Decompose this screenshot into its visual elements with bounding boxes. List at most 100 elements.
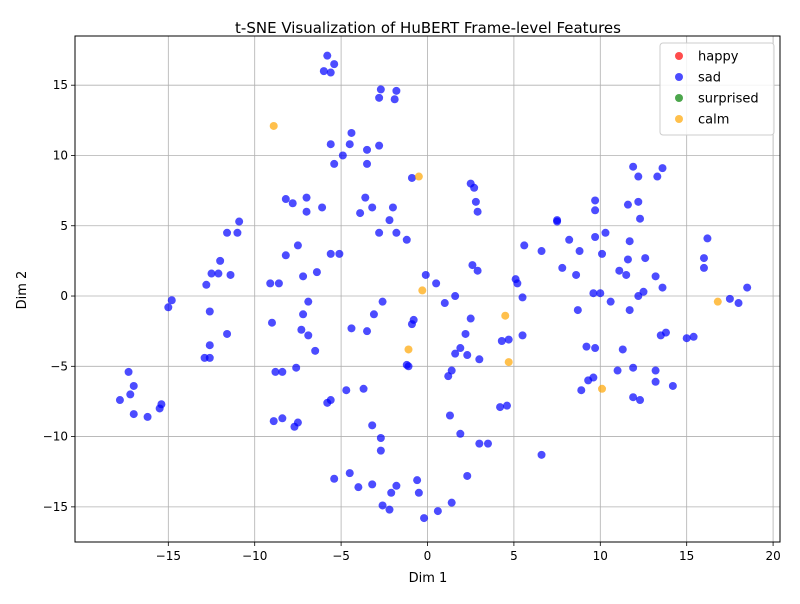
- point-sad: [368, 480, 377, 489]
- point-sad: [302, 207, 311, 216]
- point-sad: [376, 85, 385, 94]
- point-calm: [404, 345, 413, 354]
- x-tick-label: 20: [765, 549, 780, 563]
- point-sad: [589, 289, 598, 298]
- point-sad: [651, 377, 660, 386]
- point-sad: [129, 381, 138, 390]
- point-sad: [725, 294, 734, 303]
- point-sad: [207, 269, 216, 278]
- point-sad: [290, 422, 299, 431]
- point-sad: [629, 393, 638, 402]
- point-sad: [361, 193, 370, 202]
- point-sad: [613, 366, 622, 375]
- point-sad: [577, 386, 586, 395]
- y-axis-label: Dim 2: [15, 271, 30, 310]
- point-sad: [363, 159, 372, 168]
- point-sad: [402, 235, 411, 244]
- point-sad: [302, 193, 311, 202]
- point-sad: [471, 197, 480, 206]
- point-sad: [591, 344, 600, 353]
- point-sad: [392, 86, 401, 95]
- point-calm: [713, 297, 722, 306]
- point-sad: [634, 172, 643, 181]
- point-sad: [421, 270, 430, 279]
- point-sad: [368, 203, 377, 212]
- point-calm: [501, 311, 510, 320]
- point-sad: [629, 363, 638, 372]
- point-sad: [167, 296, 176, 305]
- point-sad: [743, 283, 752, 292]
- point-sad: [216, 256, 225, 265]
- point-sad: [636, 214, 645, 223]
- legend-marker-surprised: [675, 94, 683, 102]
- point-sad: [473, 207, 482, 216]
- point-sad: [502, 401, 511, 410]
- point-sad: [553, 217, 562, 226]
- point-sad: [668, 381, 677, 390]
- point-sad: [281, 195, 290, 204]
- point-calm: [504, 358, 513, 367]
- point-sad: [271, 367, 280, 376]
- point-sad: [629, 162, 638, 171]
- point-sad: [375, 228, 384, 237]
- point-sad: [375, 141, 384, 150]
- point-sad: [447, 498, 456, 507]
- x-tick-label: −10: [242, 549, 267, 563]
- point-sad: [456, 429, 465, 438]
- point-sad: [596, 289, 605, 298]
- point-sad: [390, 95, 399, 104]
- point-sad: [432, 279, 441, 288]
- x-tick-label: 10: [593, 549, 608, 563]
- legend-marker-calm: [675, 115, 683, 123]
- point-sad: [466, 314, 475, 323]
- legend-box: [659, 42, 775, 136]
- y-tick-label: 0: [60, 289, 68, 303]
- point-sad: [347, 128, 356, 137]
- point-sad: [518, 293, 527, 302]
- point-sad: [368, 421, 377, 430]
- point-sad: [582, 342, 591, 351]
- point-sad: [143, 412, 152, 421]
- point-sad: [734, 299, 743, 308]
- point-sad: [413, 476, 422, 485]
- legend-label-calm: calm: [698, 113, 729, 128]
- point-sad: [385, 505, 394, 514]
- point-sad: [651, 272, 660, 281]
- point-sad: [407, 173, 416, 182]
- y-tick-label: −5: [50, 359, 68, 373]
- point-sad: [392, 481, 401, 490]
- point-sad: [288, 199, 297, 208]
- point-sad: [461, 329, 470, 338]
- point-sad: [518, 331, 527, 340]
- point-sad: [623, 200, 632, 209]
- point-sad: [205, 341, 214, 350]
- point-sad: [387, 488, 396, 497]
- point-sad: [356, 209, 365, 218]
- point-sad: [658, 283, 667, 292]
- point-sad: [591, 196, 600, 205]
- point-sad: [369, 310, 378, 319]
- point-sad: [504, 335, 513, 344]
- point-sad: [363, 145, 372, 154]
- point-sad: [226, 270, 235, 279]
- point-sad: [293, 241, 302, 250]
- point-sad: [269, 417, 278, 426]
- point-sad: [297, 325, 306, 334]
- point-sad: [470, 183, 479, 192]
- point-sad: [447, 366, 456, 375]
- legend-label-happy: happy: [698, 50, 739, 65]
- point-sad: [573, 306, 582, 315]
- point-sad: [359, 384, 368, 393]
- legend-label-sad: sad: [698, 71, 721, 86]
- point-sad: [414, 488, 423, 497]
- point-sad: [342, 386, 351, 395]
- point-sad: [223, 228, 232, 237]
- point-calm: [414, 172, 423, 181]
- point-sad: [513, 279, 522, 288]
- point-sad: [345, 140, 354, 149]
- point-sad: [323, 51, 332, 60]
- point-sad: [378, 501, 387, 510]
- point-sad: [235, 217, 244, 226]
- point-sad: [682, 334, 691, 343]
